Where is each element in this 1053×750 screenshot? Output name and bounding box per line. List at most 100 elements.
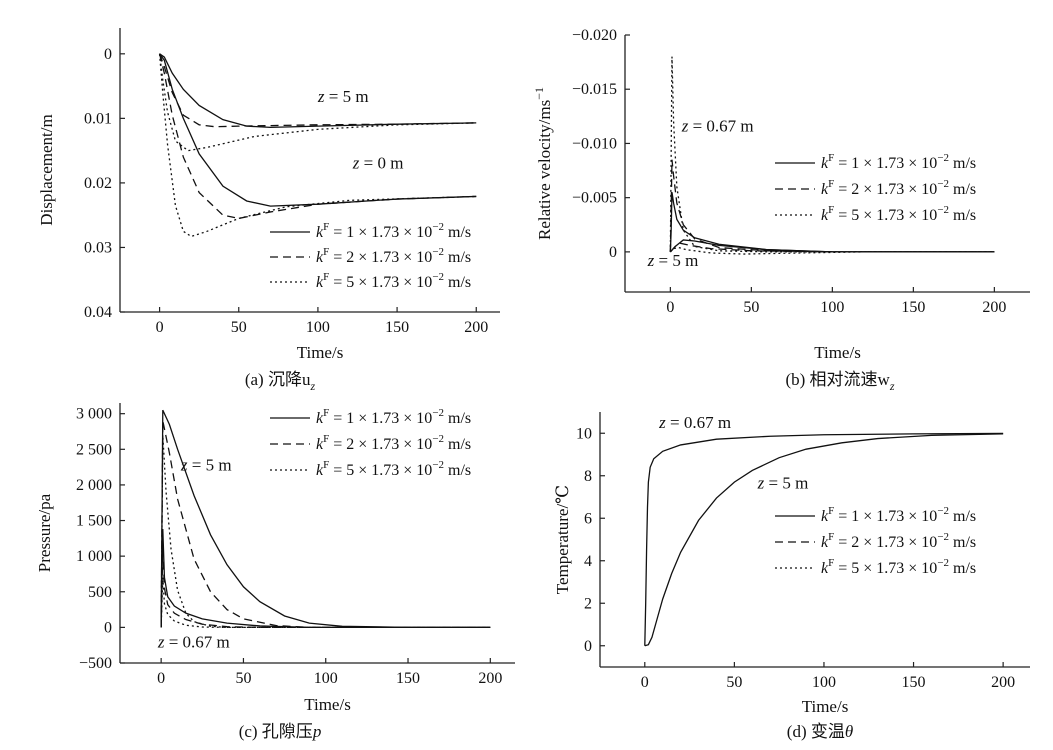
annotation-value: = 5 m — [188, 456, 232, 475]
y-tick-label: 10 — [576, 425, 592, 442]
y-tick-label: 2 000 — [76, 477, 112, 494]
y-axis-label: Relative velocity/ms−1 — [532, 87, 554, 240]
legend-unit: m/s — [444, 249, 471, 266]
legend-sup: F — [828, 557, 834, 569]
x-tick-label: 100 — [820, 299, 844, 316]
series-line-solid-1 — [669, 192, 995, 253]
legend-label: kF = 2 × 1.73 × 10−2 m/s — [821, 178, 976, 198]
legend-rest: = 2 × 1.73 × 10 — [834, 534, 937, 551]
x-tick-label: 100 — [314, 670, 338, 687]
legend-unit: m/s — [444, 274, 471, 291]
annotation-var: z — [647, 251, 655, 270]
legend-unit: m/s — [444, 224, 471, 241]
x-axis-label: Time/s — [814, 343, 861, 362]
x-axis-label: Time/s — [304, 695, 351, 714]
x-tick-label: 200 — [464, 319, 488, 336]
legend-label: kF = 1 × 1.73 × 10−2 m/s — [821, 505, 976, 525]
legend-label: kF = 5 × 1.73 × 10−2 m/s — [316, 459, 471, 479]
caption-italic: p — [312, 722, 322, 741]
legend-label: kF = 1 × 1.73 × 10−2 m/s — [821, 152, 976, 172]
legend-label: kF = 5 × 1.73 × 10−2 m/s — [821, 557, 976, 577]
legend-k: k — [821, 560, 829, 577]
x-axis-label: Time/s — [802, 697, 849, 716]
series-line-solid-1 — [160, 409, 491, 629]
legend-label: kF = 2 × 1.73 × 10−2 m/s — [316, 246, 471, 266]
legend-k: k — [316, 224, 324, 241]
legend-unit: m/s — [949, 207, 976, 224]
y-tick-label: 0 — [104, 46, 112, 63]
annotation-var: z — [658, 413, 666, 432]
y-tick-label: −0.010 — [572, 135, 617, 152]
y-tick-label: 0.01 — [84, 110, 112, 127]
annotation-var: z — [681, 117, 689, 136]
legend-exp: −2 — [937, 531, 949, 543]
legend-label: kF = 5 × 1.73 × 10−2 m/s — [316, 271, 471, 291]
x-tick-label: 0 — [157, 670, 165, 687]
series-line-dashed-5 — [160, 549, 491, 629]
legend-unit: m/s — [949, 181, 976, 198]
y-tick-label: 2 — [584, 595, 592, 612]
legend-k: k — [821, 181, 829, 198]
legend-sup: F — [323, 459, 329, 471]
legend-k: k — [821, 534, 829, 551]
legend: kF = 1 × 1.73 × 10−2 m/s kF = 2 × 1.73 × … — [775, 152, 976, 224]
y-tick-label: 0 — [104, 619, 112, 636]
legend-unit: m/s — [949, 534, 976, 551]
legend: kF = 1 × 1.73 × 10−2 m/s kF = 2 × 1.73 × … — [270, 221, 471, 291]
legend-rest: = 1 × 1.73 × 10 — [834, 155, 937, 172]
legend-exp: −2 — [432, 271, 444, 283]
legend-unit: m/s — [949, 560, 976, 577]
legend-rest: = 2 × 1.73 × 10 — [329, 436, 432, 453]
legend-sup: F — [828, 152, 834, 164]
legend-sup: F — [828, 178, 834, 190]
series-line-solid-1 — [644, 432, 1004, 646]
annotation-var: z — [180, 456, 188, 475]
annotation-value: = 0 m — [359, 154, 403, 173]
legend-exp: −2 — [432, 433, 444, 445]
x-tick-label: 50 — [726, 674, 742, 691]
x-axis-label: Time/s — [297, 343, 344, 362]
legend-unit: m/s — [949, 155, 976, 172]
x-tick-label: 0 — [666, 299, 674, 316]
chart-panel-4: 0 50 100 150 200 0 2 4 6 8 10 Time/s Temperature/℃ z … — [553, 412, 1030, 741]
y-tick-label: 2 500 — [76, 441, 112, 458]
y-tick-label: 0 — [584, 638, 592, 655]
legend-rest: = 5 × 1.73 × 10 — [329, 462, 432, 479]
caption-text: (d) 变温 — [787, 722, 845, 741]
annotation-var: z — [157, 632, 165, 651]
legend-label: kF = 2 × 1.73 × 10−2 m/s — [316, 433, 471, 453]
legend-k: k — [316, 410, 324, 427]
panel-caption: (d) 变温θ — [787, 722, 853, 741]
panel-caption: (c) 孔隙压p — [239, 722, 322, 741]
legend-exp: −2 — [432, 221, 444, 233]
x-tick-label: 0 — [641, 674, 649, 691]
legend-k: k — [316, 436, 324, 453]
x-tick-label: 150 — [902, 674, 926, 691]
legend-unit: m/s — [444, 436, 471, 453]
y-axis-label: Pressure/pa — [35, 493, 54, 572]
caption-sub: z — [889, 379, 895, 393]
y-tick-label: 3 000 — [76, 406, 112, 423]
legend-label: kF = 1 × 1.73 × 10−2 m/s — [316, 221, 471, 241]
x-tick-label: 100 — [812, 674, 836, 691]
annotation-value: = 5 m — [654, 251, 698, 270]
legend-sup: F — [828, 531, 834, 543]
y-tick-label: −0.005 — [572, 190, 617, 207]
legend-sup: F — [828, 505, 834, 517]
x-tick-label: 150 — [385, 319, 409, 336]
legend-unit: m/s — [444, 410, 471, 427]
legend-exp: −2 — [937, 557, 949, 569]
legend-rest: = 1 × 1.73 × 10 — [329, 224, 432, 241]
series-line-dotted-6 — [160, 577, 491, 629]
series-line-dotted-3 — [158, 53, 477, 152]
annotation-value: = 0.67 m — [164, 632, 229, 651]
legend-label: kF = 2 × 1.73 × 10−2 m/s — [821, 531, 976, 551]
annotation-value: = 5 m — [325, 87, 369, 106]
annotation-label: z = 0.67 m — [157, 632, 230, 651]
legend-k: k — [316, 249, 324, 266]
annotation-label: z = 5 m — [317, 87, 369, 106]
y-axis-label: Temperature/℃ — [553, 485, 572, 594]
series-line-solid-4 — [669, 239, 995, 253]
x-tick-label: 200 — [982, 299, 1006, 316]
